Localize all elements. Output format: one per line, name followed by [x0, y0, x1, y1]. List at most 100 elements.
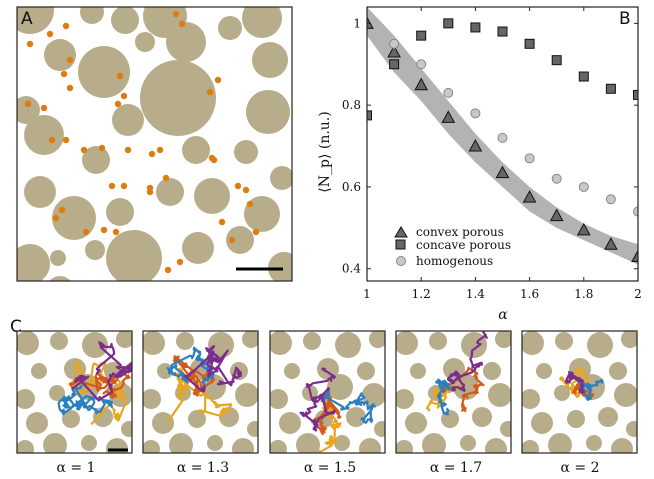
tracer-particle: [164, 266, 172, 274]
homogenous-point: [389, 38, 400, 49]
obstacle-particle: [327, 374, 353, 400]
x-tick-label: 2: [634, 287, 642, 301]
legend-marker-homogenous: [396, 256, 406, 266]
convex-porous-point: [604, 237, 618, 250]
tracer-particle: [66, 56, 74, 64]
obstacle-particle: [410, 363, 426, 379]
obstacle-particle: [531, 412, 553, 434]
panel-c-snapshots: [16, 330, 638, 454]
homogenous-point: [497, 132, 508, 143]
tracer-particle: [162, 174, 170, 182]
trajectory-path: [71, 341, 132, 402]
obstacle-particle: [106, 230, 162, 281]
panel-b: 1 1.2 1.4 1.6 1.8 20.40.60.81 α ⟨N_p⟩ (n.u.) …: [317, 6, 642, 323]
obstacle-particle: [587, 332, 613, 358]
panel-c-label: C: [10, 317, 22, 337]
homogenous-point: [605, 194, 616, 205]
concave-porous-point: [551, 55, 562, 66]
panel-c: C α = 1 α = 1.3 α = 1.5 α = 1.7 α = 2: [10, 317, 638, 476]
obstacle-particle: [488, 383, 511, 407]
tracer-particle: [40, 104, 48, 112]
panel-a: A: [16, 6, 293, 282]
homogenous-point: [470, 108, 481, 119]
homogenous-point: [578, 181, 589, 192]
tracer-particle: [148, 150, 156, 158]
trajectory-panel-frame: [269, 330, 386, 454]
trajectory-path: [321, 390, 376, 424]
obstacle-particle: [143, 331, 165, 355]
concave-porous-point: [416, 30, 427, 41]
caption-alpha-2: α = 2: [561, 460, 600, 476]
obstacle-particle: [246, 90, 290, 134]
obstacle-particle: [270, 389, 288, 409]
concave-porous-point: [367, 110, 372, 121]
obstacle-particle: [500, 421, 511, 437]
panel-b-frame: [366, 6, 639, 282]
caption-alpha-1-5: α = 1.5: [304, 460, 356, 476]
tracer-particle: [114, 100, 122, 108]
trajectory-path: [172, 355, 216, 397]
obstacle-particle: [85, 240, 105, 260]
concave-porous-point: [524, 38, 535, 49]
obstacle-particle: [357, 362, 375, 380]
obstacle-particle: [166, 22, 206, 62]
panel-a-particles: [17, 7, 292, 281]
tracer-particle: [26, 40, 34, 48]
obstacle-particle: [460, 435, 476, 451]
tracer-particle: [208, 154, 216, 162]
tracer-particle: [62, 22, 70, 30]
trajectory-panel: [395, 330, 512, 454]
obstacle-particle: [78, 46, 130, 98]
tracer-particle: [120, 92, 128, 100]
trajectory-path: [299, 367, 336, 432]
tracer-particle: [120, 182, 128, 190]
obstacle-particle: [536, 363, 552, 379]
trajectory-panel: [269, 330, 386, 454]
convex-porous-point: [631, 249, 638, 262]
panel-b-plot: [367, 7, 638, 265]
trajectory-panel-frame: [142, 330, 259, 454]
obstacle-particle: [270, 440, 287, 453]
panel-a-frame: [16, 6, 293, 282]
x-tick-label: 1.2: [412, 287, 431, 301]
tracer-particle: [214, 76, 222, 84]
concave-porous-point: [605, 83, 616, 94]
y-axis-label: ⟨N_p⟩ (n.u.): [317, 111, 333, 192]
obstacle-particle: [555, 332, 573, 350]
obstacle-particle: [218, 16, 242, 40]
obstacle-particle: [374, 421, 385, 437]
trajectory-panel-frame: [16, 330, 133, 454]
trajectory-panel-frame: [395, 330, 512, 454]
convex-porous-point: [468, 139, 483, 152]
obstacle-particle: [234, 140, 258, 164]
legend-marker-convex: [394, 226, 408, 238]
trajectory-panel-content: [17, 331, 132, 453]
obstacle-particle: [334, 435, 350, 451]
tracer-particle: [228, 236, 236, 244]
obstacle-particle: [82, 332, 108, 358]
homogenous-point: [524, 153, 535, 164]
obstacle-particle: [17, 440, 34, 453]
x-tick-label: 1.6: [520, 287, 539, 301]
y-tick-label: 1: [353, 16, 361, 30]
obstacle-particle: [140, 60, 216, 136]
obstacle-particle: [116, 331, 132, 348]
concave-porous-point: [443, 18, 454, 29]
obstacle-particle: [26, 412, 48, 434]
tracer-particle: [124, 146, 132, 154]
obstacle-particle: [614, 383, 637, 407]
trajectory-panel-content: [270, 331, 385, 453]
trajectory-panel-content: [522, 331, 637, 453]
legend-label-homogenous: homogenous: [416, 254, 493, 268]
obstacle-particle: [156, 178, 184, 206]
caption-alpha-1-3: α = 1.3: [177, 460, 229, 476]
legend: convex porous concave porous homogenous: [394, 225, 511, 268]
obstacle-particle: [82, 146, 110, 174]
obstacle-particle: [284, 363, 300, 379]
obstacle-particle: [279, 412, 301, 434]
obstacle-particle: [207, 435, 223, 451]
concave-porous-point: [470, 22, 481, 33]
tracer-particle: [172, 10, 180, 18]
obstacle-particle: [188, 410, 206, 428]
legend-label-convex: convex porous: [416, 225, 504, 239]
